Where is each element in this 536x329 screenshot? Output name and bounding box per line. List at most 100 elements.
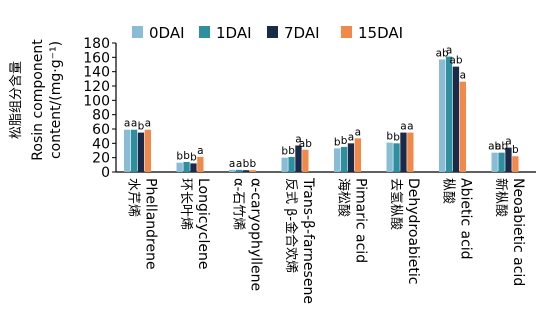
significance-label: b [138,121,145,133]
significance-label: b [176,151,183,163]
y-tick-label: 60 [92,122,110,138]
bar [130,129,138,172]
legend-label: 7DAI [284,24,320,42]
y-axis-label-en-line1: Rosin component [30,39,46,161]
y-axis-label-cn: 松脂组分含量 [8,61,24,139]
significance-label: b [341,135,348,147]
y-tick-label: 100 [83,93,110,109]
legend-label: 1DAI [216,24,252,42]
legend-swatch [341,26,352,38]
x-tick-label-en: α-caryophyllene [248,178,264,291]
bar [347,143,355,172]
legend-swatch [199,26,210,38]
significance-label: b [250,158,257,170]
bar [137,132,145,172]
y-tick-label: 80 [92,108,110,124]
y-tick-label: 160 [83,50,110,66]
significance-label: ab [495,141,508,153]
bar [197,156,204,172]
legend-label: 15DAI [358,24,403,42]
significance-label: a [295,133,301,145]
significance-label: a [197,145,203,157]
y-tick-label: 0 [101,165,110,181]
bar [386,142,393,172]
bar [288,156,295,172]
bar [334,148,341,172]
bar [459,81,466,172]
bar [498,152,505,172]
significance-label: a [446,45,452,57]
x-tick-label-en: Pimaric acid [353,178,369,263]
significance-label: ab [299,138,312,150]
x-tick-label-en: Phellandrene [143,178,159,270]
significance-label: a [229,158,235,170]
y-axis-label-en-line2: content/(mg·g⁻¹) [48,41,64,159]
significance-label: b [386,131,393,143]
bar [295,145,302,172]
bar [400,132,407,172]
y-tick-label: 140 [83,65,110,81]
y-tick-label: 20 [92,151,110,167]
significance-label: a [407,121,413,133]
significance-label: a [505,136,511,148]
significance-label: b [288,145,295,157]
bar [491,152,498,172]
bars [124,56,519,172]
x-tick-label-cn: 水芹烯 [126,178,141,217]
significance-label: b [243,158,250,170]
x-tick-label-cn: 枞酸 [441,178,456,204]
significance-label: ab [449,55,462,67]
significance-label: a [400,121,406,133]
bar [190,163,197,172]
x-tick-label-cn: α-石竹烯 [231,178,246,230]
y-tick-label: 180 [83,36,110,52]
x-tick-label-en: Longicyclene [195,178,211,269]
bar [512,156,519,172]
significance-label: a [145,118,151,130]
bar [124,129,131,172]
significance-label: b [183,150,190,162]
significance-label: a [131,118,137,130]
y-tick-label: 120 [83,79,110,95]
bar [242,170,250,172]
significance-label: a [348,131,354,143]
x-tick-label-en: Neoabietic acid [510,178,526,286]
bar [452,66,460,172]
bar [393,143,400,172]
legend-label: 0DAI [149,24,185,42]
significance-label: a [236,158,242,170]
bar [176,162,183,172]
x-tick-label-cn: 新枞酸 [493,178,509,217]
legend-swatch [132,26,143,38]
bar [340,146,348,172]
x-tick-labels: 水芹烯 Phellandrene 环长叶烯 Longicyclene α-石竹烯 α-ca… [126,177,527,304]
significance-label: b [190,151,197,163]
significance-label: b [334,136,341,148]
bar [281,157,288,172]
x-tick-label-en: Abietic acid [458,178,474,260]
significance-label: ab [488,141,501,153]
significance-label: b [393,131,400,143]
x-tick-label-cn: 去氢枞酸 [388,178,403,230]
y-axis-label-group: 松脂组分含量 Rosin component content/(mg·g⁻¹) [8,39,64,161]
x-tick-label-en: Dehydroabietic [405,178,421,285]
significance-label: b [512,144,519,156]
x-tick-label-cn: 环长叶烯 [178,178,193,230]
bar [407,132,414,172]
bar [229,169,236,172]
bar [302,149,309,172]
bar [445,56,453,172]
bar [354,138,361,172]
y-tick-label: 40 [92,136,110,152]
significance-label: ab [436,47,449,59]
significance-label: a [460,70,466,82]
x-tick-label-cn: 反式 β-金合欢烯 [283,178,299,273]
bar [183,161,190,172]
significance-label: a [355,126,361,138]
legend-swatch [267,26,278,38]
x-tick-label-cn: 海松酸 [336,178,351,217]
legend: 0DAI 1DAI 7DAI 15DAI [132,24,403,42]
significance-label: a [124,118,130,130]
